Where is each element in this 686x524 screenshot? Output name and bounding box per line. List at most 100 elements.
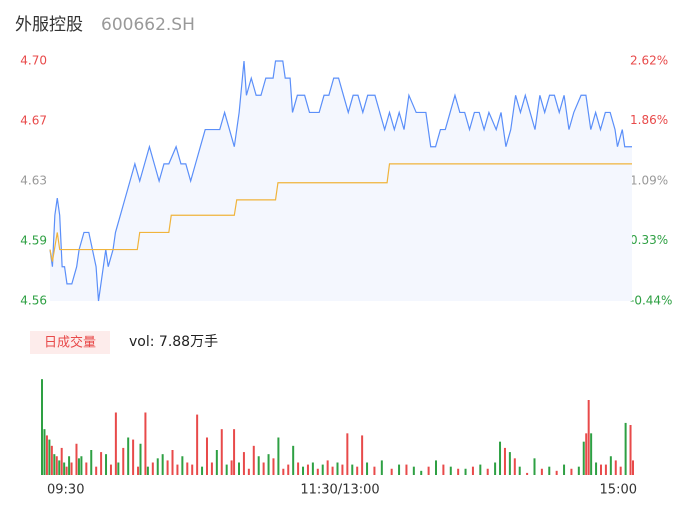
- volume-bar: [100, 452, 103, 475]
- volume-bar: [109, 464, 112, 475]
- volume-bar: [405, 464, 408, 475]
- volume-bar: [117, 462, 120, 475]
- volume-bar: [356, 466, 359, 475]
- volume-bar: [316, 468, 319, 475]
- volume-bar: [132, 439, 135, 475]
- volume-bar: [230, 460, 233, 475]
- volume-bar: [90, 450, 93, 475]
- volume-bar: [144, 412, 147, 475]
- volume-bar: [326, 460, 329, 475]
- volume-bar: [43, 429, 46, 475]
- volume-bar: [570, 468, 573, 475]
- y2-tick-label: 1.86%: [630, 113, 668, 127]
- volume-bar: [58, 460, 61, 475]
- volume-bar: [486, 468, 489, 475]
- volume-bar: [277, 437, 280, 475]
- volume-bar: [373, 466, 376, 475]
- volume-bar: [267, 454, 270, 475]
- volume-bar: [105, 454, 108, 475]
- volume-bar: [45, 435, 48, 475]
- volume-bar: [95, 466, 98, 475]
- volume-bar: [48, 439, 51, 475]
- volume-bar: [464, 468, 467, 475]
- volume-bar: [146, 466, 149, 475]
- volume-bar: [272, 458, 275, 475]
- volume-bar: [563, 464, 566, 475]
- volume-bar: [171, 450, 174, 475]
- volume-bar: [60, 447, 63, 475]
- y-tick-label: 4.67: [20, 114, 47, 128]
- volume-bar: [471, 466, 474, 475]
- volume-bar: [632, 460, 634, 475]
- volume-bar: [412, 466, 415, 475]
- volume-bar: [503, 447, 506, 475]
- volume-bar: [287, 464, 290, 475]
- volume-bar: [435, 460, 437, 475]
- chart-title: 外服控股: [15, 15, 83, 35]
- volume-bar: [331, 466, 334, 475]
- volume-bar: [499, 441, 502, 475]
- volume-bar: [238, 462, 240, 475]
- volume-bar: [380, 460, 383, 475]
- volume-bar: [518, 466, 521, 475]
- volume-bar: [629, 425, 632, 475]
- volume-bar: [619, 466, 622, 475]
- volume-bar: [526, 472, 529, 475]
- volume-bar: [548, 466, 551, 475]
- volume-bar: [577, 466, 580, 475]
- volume-bar: [186, 462, 189, 475]
- y-tick-label: 4.70: [20, 54, 47, 68]
- price-line: [49, 60, 632, 302]
- y2-tick-label: 0.33%: [630, 233, 668, 247]
- chart-subtitle: 600662.SH: [101, 15, 195, 35]
- volume-bar: [50, 445, 53, 475]
- volume-bar: [181, 456, 184, 475]
- volume-bar: [306, 464, 309, 475]
- volume-bar: [420, 470, 423, 475]
- volume-bar: [156, 458, 159, 475]
- volume-bar: [449, 466, 452, 475]
- volume-bar: [321, 464, 324, 475]
- volume-bar: [80, 456, 83, 475]
- volume-bar: [398, 464, 401, 475]
- volume-bar: [242, 452, 245, 475]
- volume-bar: [127, 437, 130, 475]
- volume-bar: [233, 429, 236, 475]
- volume-bar: [257, 456, 260, 475]
- x-tick-label: 11:30/13:00: [300, 483, 379, 498]
- volume-bar: [479, 464, 482, 475]
- volume-badge: [30, 331, 110, 354]
- volume-bar: [282, 468, 285, 475]
- volume-bar: [585, 433, 588, 475]
- y2-tick-label: 2.62%: [630, 54, 668, 68]
- average-line: [49, 163, 632, 262]
- volume-bar: [555, 470, 558, 475]
- volume-bar: [442, 464, 445, 475]
- volume-bar: [540, 468, 543, 475]
- volume-bar: [361, 435, 364, 475]
- volume-bar: [341, 464, 344, 475]
- volume-bar: [311, 462, 314, 475]
- volume-bar: [346, 433, 349, 475]
- y2-tick-label: 1.09%: [630, 174, 668, 188]
- x-tick-label: 15:00: [600, 483, 637, 498]
- volume-bar: [196, 414, 199, 475]
- volume-bar: [508, 452, 511, 475]
- volume-bar: [582, 441, 585, 475]
- volume-bar: [55, 456, 58, 475]
- volume-bar: [139, 443, 142, 475]
- volume-bar: [220, 429, 223, 475]
- volume-bar: [292, 445, 295, 475]
- volume-bar: [68, 456, 71, 475]
- volume-bar: [533, 458, 536, 475]
- volume-bar: [85, 462, 88, 475]
- price-area: [50, 61, 632, 301]
- volume-bar: [53, 454, 56, 475]
- volume-bar: [590, 433, 593, 475]
- volume-bar: [513, 458, 516, 475]
- y-tick-label: 4.59: [20, 234, 47, 248]
- y-tick-label: 4.63: [20, 174, 47, 188]
- volume-bar: [427, 466, 430, 475]
- volume-bar: [390, 468, 393, 475]
